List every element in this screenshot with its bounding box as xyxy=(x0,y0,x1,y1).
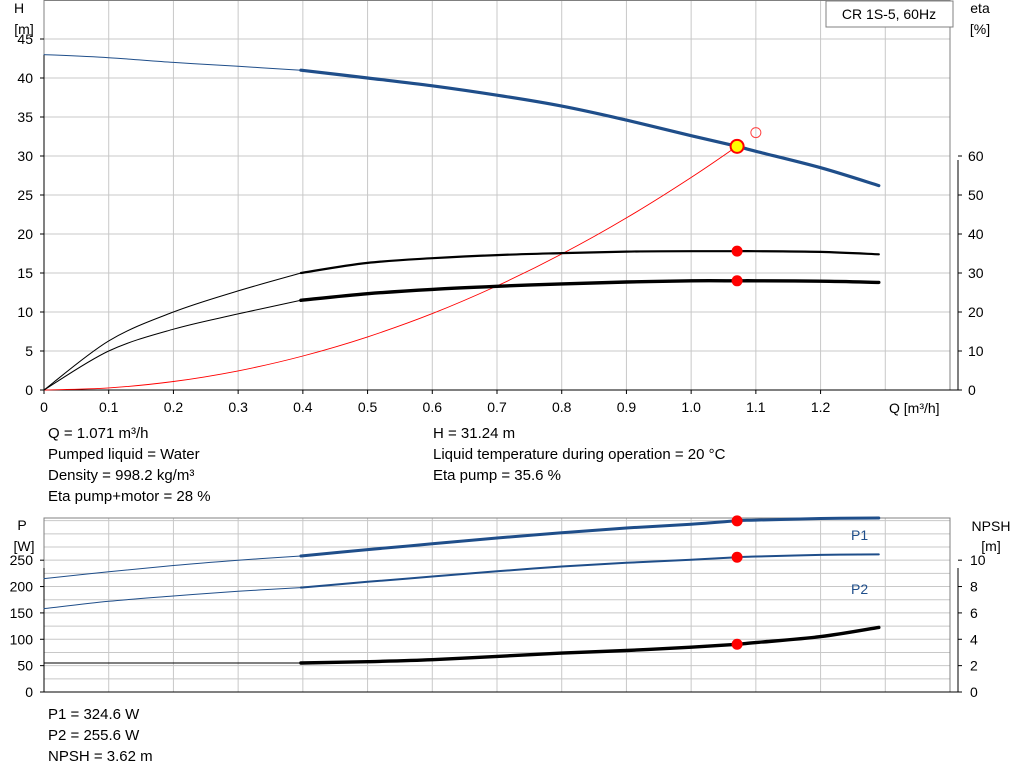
eta-tick-label: 30 xyxy=(968,265,984,281)
h-tick-label: 5 xyxy=(25,343,33,359)
h-tick-label: 25 xyxy=(17,187,33,203)
p2-readout: P2 = 255.6 W xyxy=(48,727,140,744)
duty-point-npsh-marker xyxy=(731,638,743,650)
q-tick-label: 0.4 xyxy=(293,399,313,415)
q-tick-label: 0.7 xyxy=(487,399,507,415)
q-tick-label: 0.1 xyxy=(99,399,119,415)
h-axis-label: H xyxy=(14,0,24,16)
npsh-curve-thick xyxy=(299,625,881,665)
q-tick-label: 0.5 xyxy=(358,399,378,415)
eta-tick-label: 10 xyxy=(968,343,984,359)
duty-point-p2-marker xyxy=(731,551,743,563)
q-tick-label: 1.0 xyxy=(681,399,701,415)
p-axis-unit: [W] xyxy=(14,538,35,554)
h-tick-label: 15 xyxy=(17,265,33,281)
npsh-tick-label: 4 xyxy=(970,631,978,647)
npsh-tick-label: 6 xyxy=(970,605,978,621)
duty-point-markers xyxy=(729,127,762,650)
bottom-chart-grid xyxy=(44,518,950,692)
p2-curve-thin xyxy=(43,587,302,610)
p1-series-label: P1 xyxy=(851,527,868,543)
title-box xyxy=(825,0,954,28)
q-tick-label: 1.2 xyxy=(811,399,831,415)
q-tick-label: 1.1 xyxy=(746,399,766,415)
p-tick-label: 150 xyxy=(10,605,34,621)
p-tick-label: 200 xyxy=(10,579,34,595)
eta-axis-label: eta xyxy=(970,0,990,16)
eta-tick-label: 60 xyxy=(968,148,984,164)
npsh-tick-label: 0 xyxy=(970,684,978,700)
chart-title: CR 1S-5, 60Hz xyxy=(842,6,936,22)
head-curve-thick xyxy=(299,68,881,188)
npsh-tick-label: 2 xyxy=(970,658,978,674)
duty-point-eta-pump-marker xyxy=(731,245,743,257)
p2-series-label: P2 xyxy=(851,581,868,597)
density-readout: Density = 998.2 kg/m³ xyxy=(48,467,195,484)
p-axis-label: P xyxy=(17,517,26,533)
open-operating-marker xyxy=(750,127,762,139)
top-chart-grid xyxy=(44,0,950,390)
p-tick-label: 250 xyxy=(10,552,34,568)
eta-tick-label: 20 xyxy=(968,304,984,320)
head-readout: H = 31.24 m xyxy=(433,425,516,442)
q-tick-label: 0 xyxy=(40,399,48,415)
flow-readout: Q = 1.071 m³/h xyxy=(48,425,149,442)
npsh-axis-label: NPSH xyxy=(972,518,1011,534)
eta-tick-label: 0 xyxy=(968,382,976,398)
eta-tick-label: 50 xyxy=(968,187,984,203)
p-tick-label: 100 xyxy=(10,631,34,647)
p-tick-label: 50 xyxy=(17,658,33,674)
bottom-chart-frame xyxy=(43,517,959,693)
npsh-tick-label: 8 xyxy=(970,579,978,595)
h-axis-unit: [m] xyxy=(14,21,33,37)
q-tick-label: 0.3 xyxy=(228,399,248,415)
p1-readout: P1 = 324.6 W xyxy=(48,706,140,723)
npsh-readout: NPSH = 3.62 m xyxy=(48,748,153,765)
bottom-chart-series xyxy=(43,516,881,665)
h-tick-label: 40 xyxy=(17,70,33,86)
h-tick-label: 20 xyxy=(17,226,33,242)
h-tick-label: 30 xyxy=(17,148,33,164)
top-info-left: Q = 1.071 m³/h Pumped liquid = Water Den… xyxy=(48,423,211,507)
h-tick-label: 0 xyxy=(25,382,33,398)
system-curve-line xyxy=(43,145,738,391)
eta-pump-motor-curve-thick xyxy=(299,279,881,302)
p1-curve-thin xyxy=(43,555,302,580)
eta-pump-readout: Eta pump = 35.6 % xyxy=(433,467,561,484)
top-info-right: H = 31.24 m Liquid temperature during op… xyxy=(433,423,725,486)
bottom-info: P1 = 324.6 W P2 = 255.6 W NPSH = 3.62 m xyxy=(48,704,153,767)
npsh-axis-unit: [m] xyxy=(981,538,1000,554)
p2-curve-thick xyxy=(299,553,880,589)
head-curve-thin xyxy=(43,54,302,71)
q-tick-label: 0.2 xyxy=(164,399,184,415)
q-tick-label: 0.8 xyxy=(552,399,572,415)
npsh-tick-label: 10 xyxy=(970,552,986,568)
eta-pump-curve-thick xyxy=(299,250,880,275)
p-tick-label: 0 xyxy=(25,684,33,700)
q-tick-label: 0.6 xyxy=(423,399,443,415)
duty-point-head-marker xyxy=(729,138,745,154)
tick-labels: 0 0.1 0.2 0.3 0.4 0.5 0.6 0.7 0.8 0.9 1.0 1.1 1.2 0 5 1… xyxy=(10,31,986,700)
top-chart-series xyxy=(43,54,881,391)
duty-point-p1-marker xyxy=(731,515,743,527)
duty-point-eta-pump-motor-marker xyxy=(731,275,743,287)
pumped-liquid-readout: Pumped liquid = Water xyxy=(48,446,200,463)
h-tick-label: 10 xyxy=(17,304,33,320)
eta-pump-curve-thin xyxy=(43,272,302,391)
eta-pump-motor-readout: Eta pump+motor = 28 % xyxy=(48,488,211,505)
h-tick-label: 35 xyxy=(17,109,33,125)
q-axis-label: Q [m³/h] xyxy=(889,400,940,416)
p1-curve-thick xyxy=(299,516,881,558)
eta-pump-motor-curve-thin xyxy=(43,299,302,391)
h-tick-label: 45 xyxy=(17,31,33,47)
q-tick-label: 0.9 xyxy=(617,399,637,415)
eta-tick-label: 40 xyxy=(968,226,984,242)
eta-axis-unit: [%] xyxy=(970,21,990,37)
liquid-temperature-readout: Liquid temperature during operation = 20… xyxy=(433,446,726,463)
